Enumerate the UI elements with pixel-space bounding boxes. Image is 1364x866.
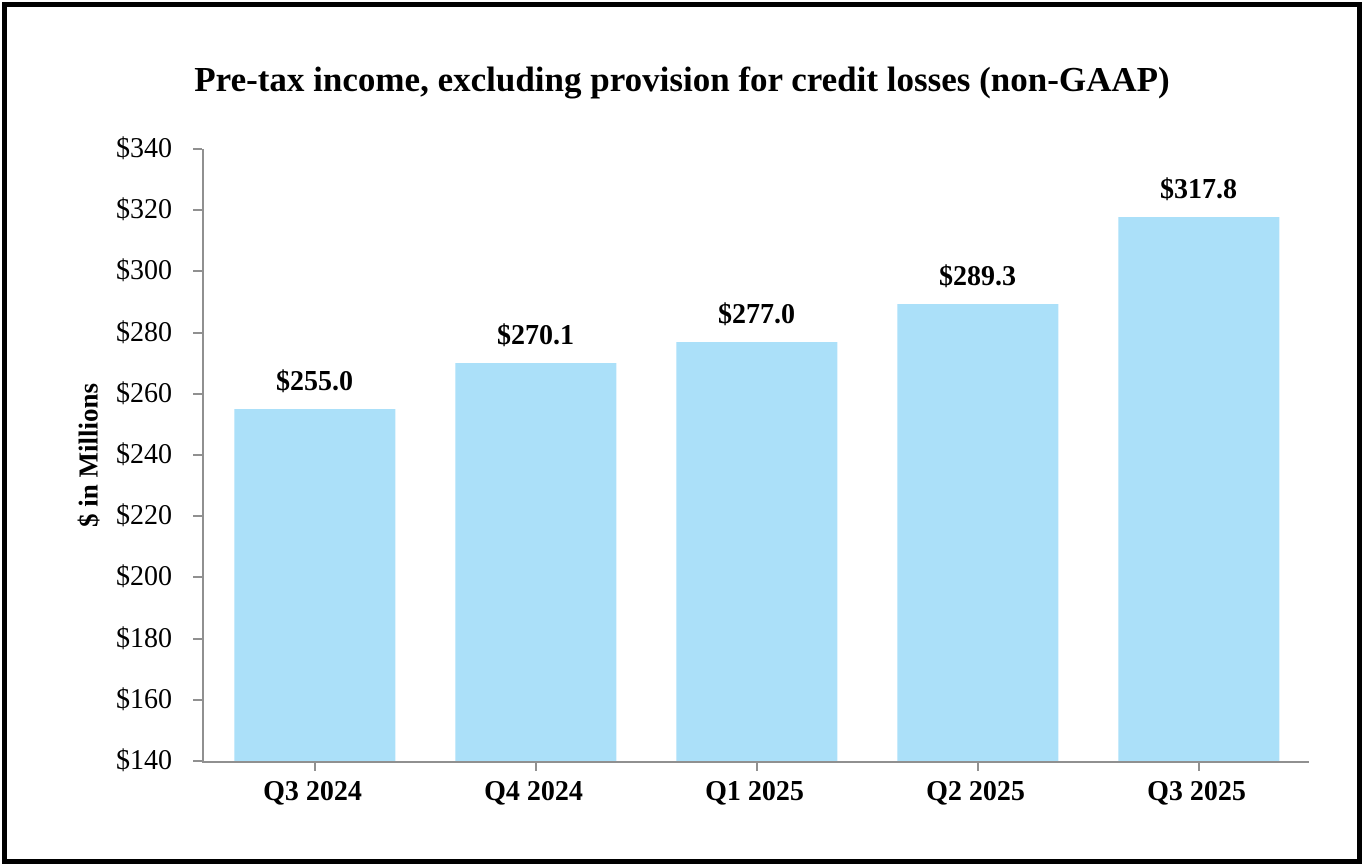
bar-q3-2025 bbox=[1117, 216, 1280, 761]
plot-area: $255.0 $270.1 $277.0 $289.3 $317.8 bbox=[202, 149, 1309, 771]
y-tick-mark bbox=[193, 270, 202, 273]
x-axis-label-q1-2025: Q1 2025 bbox=[705, 776, 804, 807]
y-tick-mark bbox=[193, 576, 202, 579]
bar-value-label: $317.8 bbox=[1160, 173, 1237, 205]
category-cell: $317.8 bbox=[1088, 149, 1309, 771]
bar-q3-2024 bbox=[233, 409, 396, 761]
y-tick-label: $220 bbox=[116, 500, 172, 532]
y-tick-label: $140 bbox=[116, 745, 172, 776]
bar-q4-2024 bbox=[454, 362, 617, 761]
x-tick-mark bbox=[755, 761, 758, 771]
x-tick-mark bbox=[1197, 761, 1200, 771]
y-tick-label: $320 bbox=[116, 194, 172, 226]
y-tick-mark bbox=[193, 515, 202, 518]
y-tick-label: $340 bbox=[116, 133, 172, 164]
y-tick-label: $260 bbox=[116, 377, 172, 409]
bars-container: $255.0 $270.1 $277.0 $289.3 $317.8 bbox=[204, 149, 1309, 771]
x-axis-labels: Q3 2024 Q4 2024 Q1 2025 Q2 2025 Q3 2025 bbox=[202, 775, 1307, 809]
y-tick-label: $300 bbox=[116, 255, 172, 287]
category-cell: $270.1 bbox=[425, 149, 646, 771]
y-tick-mark bbox=[193, 392, 202, 395]
bar-q1-2025 bbox=[675, 341, 838, 761]
x-axis-label-q3-2025: Q3 2025 bbox=[1147, 776, 1246, 807]
bar-value-label: $270.1 bbox=[497, 319, 574, 351]
y-tick-mark bbox=[193, 760, 202, 762]
bar-q2-2025 bbox=[896, 304, 1059, 761]
y-tick-mark bbox=[193, 209, 202, 212]
x-axis-label-q2-2025: Q2 2025 bbox=[926, 776, 1025, 807]
x-tick-mark bbox=[313, 761, 316, 771]
y-tick-label: $240 bbox=[116, 439, 172, 470]
category-cell: $277.0 bbox=[646, 149, 867, 771]
x-tick-mark bbox=[976, 761, 979, 771]
bar-value-label: $289.3 bbox=[939, 261, 1016, 293]
y-tick-label: $200 bbox=[116, 561, 172, 593]
y-tick-mark bbox=[193, 148, 202, 150]
y-axis-tick-area: $140 $160 $180 $200 $220 $240 $260 $280 $300 $320… bbox=[7, 134, 202, 776]
y-tick-mark bbox=[193, 331, 202, 334]
y-tick-mark bbox=[193, 454, 202, 456]
chart-title: Pre-tax income, excluding provision for … bbox=[194, 60, 1170, 99]
category-cell: $289.3 bbox=[867, 149, 1088, 771]
x-axis-label-q3-2024: Q3 2024 bbox=[263, 776, 362, 807]
y-tick-mark bbox=[193, 698, 202, 701]
y-tick-mark bbox=[193, 637, 202, 640]
x-axis-label-q4-2024: Q4 2024 bbox=[484, 776, 583, 807]
y-tick-label: $160 bbox=[116, 683, 172, 715]
bar-value-label: $277.0 bbox=[718, 298, 795, 330]
x-tick-mark bbox=[534, 761, 537, 771]
category-cell: $255.0 bbox=[204, 149, 425, 771]
bar-value-label: $255.0 bbox=[276, 366, 353, 398]
y-tick-label: $180 bbox=[116, 622, 172, 654]
y-tick-label: $280 bbox=[116, 316, 172, 348]
